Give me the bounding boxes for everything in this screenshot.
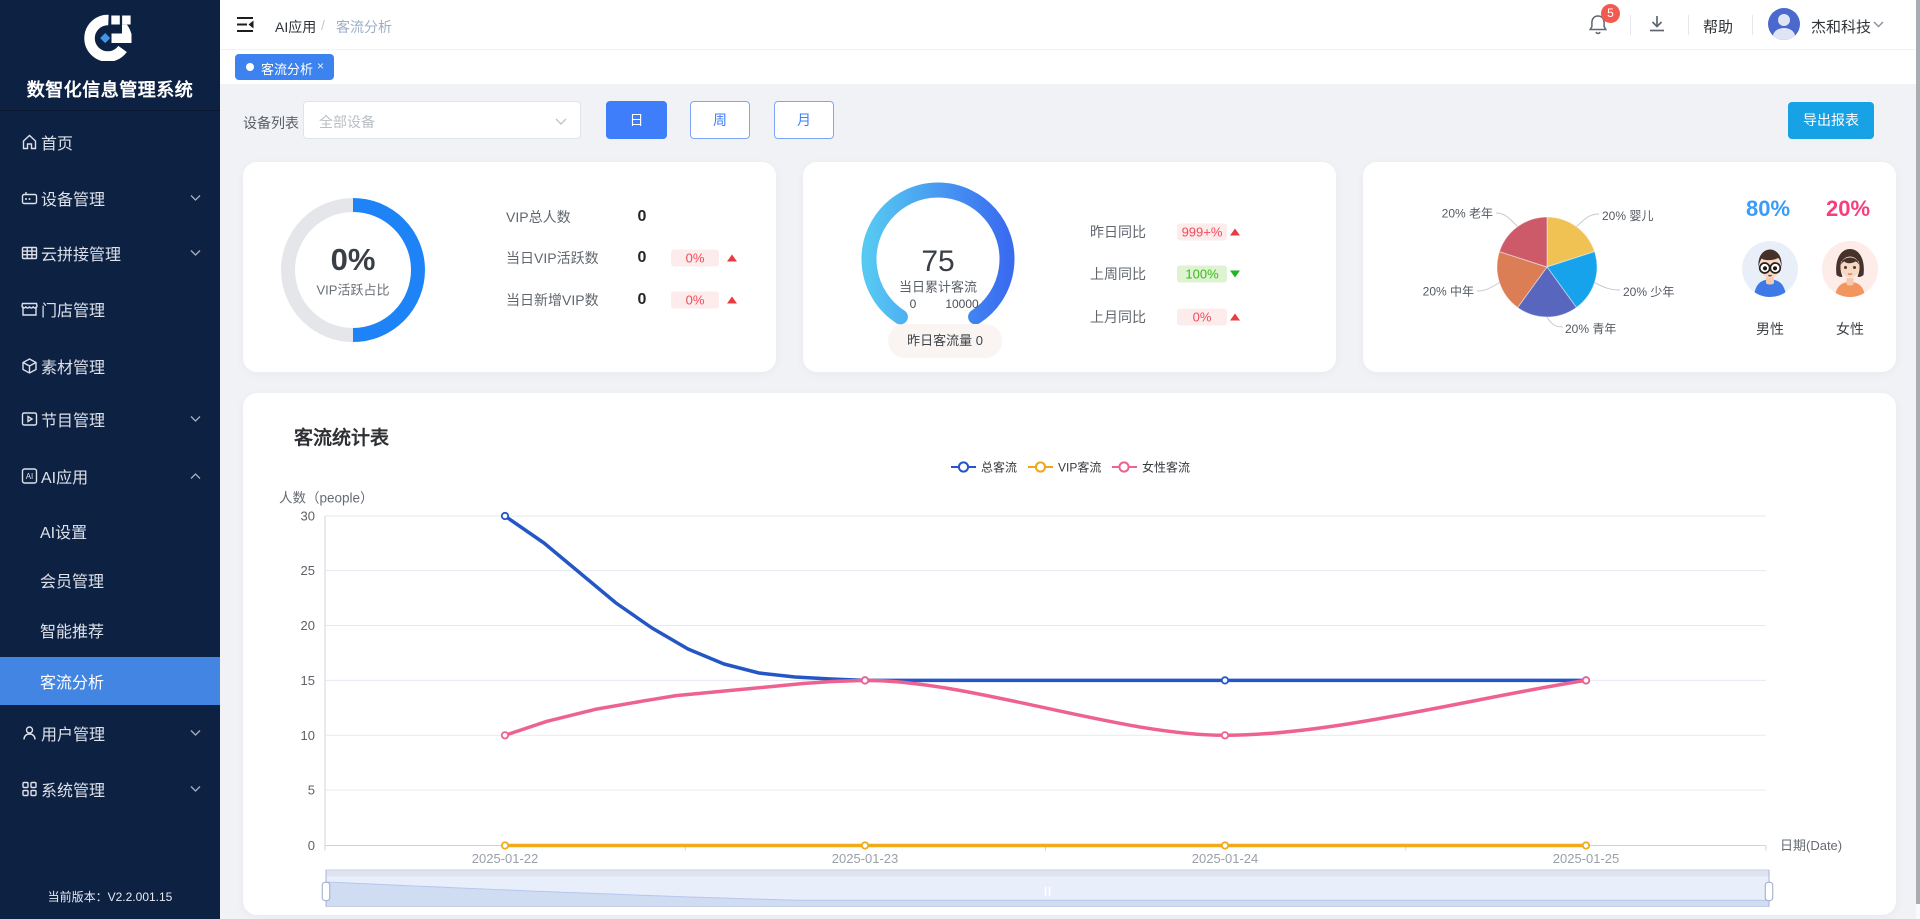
svg-text:5: 5 <box>308 783 315 798</box>
svg-text:2025-01-22: 2025-01-22 <box>472 851 539 866</box>
svg-text:25: 25 <box>301 563 315 578</box>
svg-text:总客流: 总客流 <box>981 460 1017 475</box>
svg-text:人数（people）: 人数（people） <box>279 491 374 506</box>
svg-text:女性客流: 女性客流 <box>1142 460 1190 475</box>
svg-text:10: 10 <box>301 728 315 743</box>
svg-text:0: 0 <box>308 838 315 853</box>
svg-text:20: 20 <box>301 618 315 633</box>
svg-text:2025-01-24: 2025-01-24 <box>1192 851 1259 866</box>
svg-text:30: 30 <box>301 509 315 524</box>
svg-text:2025-01-25: 2025-01-25 <box>1553 851 1620 866</box>
svg-text:15: 15 <box>301 673 315 688</box>
svg-text:AI: AI <box>26 472 34 481</box>
svg-text:日期(Date): 日期(Date) <box>1780 838 1842 853</box>
svg-text:2025-01-23: 2025-01-23 <box>832 851 899 866</box>
svg-text:VIP客流: VIP客流 <box>1058 460 1101 475</box>
